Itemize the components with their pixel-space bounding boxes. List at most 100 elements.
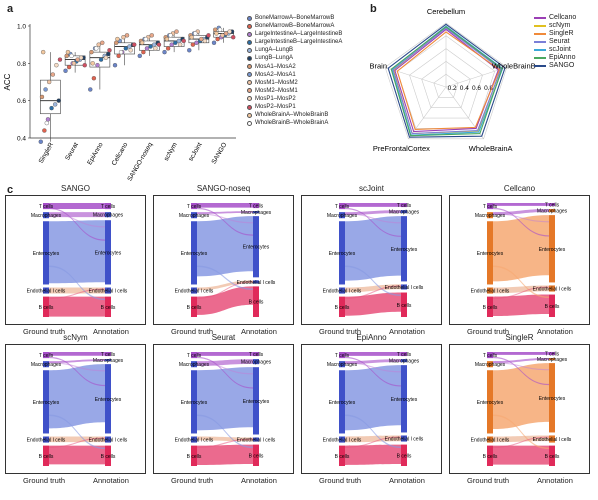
data-point [114, 40, 119, 45]
sankey-node-right [105, 445, 111, 466]
sankey-footer-ground-truth: Ground truth [319, 327, 362, 336]
sankey-frame [5, 344, 146, 474]
radar-tick-label: 0.6 [472, 85, 481, 92]
legend-dot [247, 72, 252, 78]
sankey-flow [493, 286, 549, 299]
sankey-node-right [401, 444, 407, 466]
radar-axis-label: WholeBrainA [469, 144, 513, 153]
sankey-node-label: B cells [249, 453, 264, 459]
legend-item: LungB–LungA [247, 54, 342, 62]
sankey-node-label: Enterocytes [539, 247, 566, 253]
data-point [128, 48, 133, 53]
legend-dot [247, 96, 252, 102]
radar-legend: Cellcano scNym SingleR Seurat scJoint EpiAnno… [534, 14, 576, 70]
legend-label: LungB–LungA [255, 55, 294, 62]
sankey-panel: scJoint T cells T cells Macrophages Macropha… [301, 184, 442, 342]
legend-item: MosP1–MosP2 [247, 95, 342, 103]
legend-label: BoneMarrowB–BoneMarrowA [255, 23, 335, 30]
legend-label: BoneMarrowA–BoneMarrowB [255, 15, 335, 21]
sankey-node-right [401, 292, 407, 317]
sankey-node-label: Enterocytes [329, 251, 356, 257]
data-point [189, 35, 194, 40]
sankey-node-label: T cells [483, 353, 498, 359]
sankey-flow [49, 356, 105, 387]
sankey-flow [345, 414, 401, 449]
sankey-flow [345, 444, 401, 465]
sankey-node-left [191, 296, 197, 317]
sankey-node-label: Endothelial l cells [471, 289, 510, 295]
sankey-node-right [253, 216, 259, 278]
sankey-node-left [487, 221, 493, 285]
sankey-node-label: B cells [545, 454, 560, 460]
legend-label: MosP2–MosP1 [255, 104, 296, 111]
data-point [94, 46, 99, 51]
data-point [231, 35, 236, 40]
sankey-node-label: Enterocytes [391, 397, 418, 403]
sankey-node-left [43, 352, 49, 359]
sankey-flow [345, 203, 401, 207]
sankey-footer-annotation: Annotation [389, 476, 425, 485]
radar-series [396, 31, 501, 131]
sankey-node-label: T cells [101, 352, 116, 358]
sankey-node-left [43, 287, 49, 294]
sankey-node-label: B cells [483, 305, 498, 311]
legend-dot [247, 47, 252, 53]
radar-tick-label: 0.2 [448, 85, 457, 92]
sankey-frame [301, 344, 442, 474]
legend-item: MosM1–MosM2 [247, 79, 342, 87]
data-point [45, 117, 51, 122]
sankey-flow [49, 445, 105, 465]
sankey-node-label: B cells [187, 454, 202, 460]
data-point [82, 63, 87, 68]
sankey-footer-annotation: Annotation [537, 327, 573, 336]
sankey-node-left [339, 203, 345, 210]
sankey-flow [345, 359, 401, 365]
sankey-title: SANGO-noseq [196, 184, 251, 193]
sankey-node-left [487, 352, 493, 359]
legend-label: MosP1–MosP2 [255, 95, 296, 102]
legend-label: MosM2–MosM1 [255, 87, 298, 94]
sankey-frame [5, 195, 146, 325]
radar-grid [409, 48, 483, 119]
radar-legend-swatch [534, 57, 546, 59]
data-point [118, 49, 124, 55]
sankey-node-left [487, 361, 493, 368]
data-point [174, 29, 179, 34]
data-point [40, 49, 46, 55]
sankey-flow [49, 265, 105, 301]
data-point [124, 33, 130, 38]
legend-dot [247, 112, 252, 118]
sankey-flow [197, 444, 253, 465]
sankey-node-label: Endothelial l cells [533, 437, 572, 443]
x-tick-label: SANGO-noseq [126, 141, 154, 182]
x-tick-label: scJoint [187, 141, 203, 162]
legend-item: WholeBrainA–WholeBrainB [247, 111, 342, 119]
data-point [220, 33, 225, 38]
radar-axis-label: Brain [370, 62, 388, 71]
data-point [95, 63, 100, 68]
sankey-flow [493, 215, 549, 282]
box-plot-chart: ACC 0.4 0.6 0.8 1.0 SingleR Seurat EpiAnno Cellc… [3, 24, 236, 183]
sankey-node-left [43, 212, 49, 219]
legend-dot [247, 88, 252, 94]
sankey-node-label: T cells [483, 204, 498, 210]
sankey-node-left [339, 370, 345, 434]
data-point [103, 55, 109, 60]
data-point [139, 40, 145, 45]
sankey-node-label: T cells [335, 204, 350, 210]
sankey-flow [49, 212, 105, 218]
sankey-node-label: Enterocytes [181, 251, 208, 257]
sankey-node-label: Endothelial l cells [323, 289, 362, 295]
sankey-footer-annotation: Annotation [389, 327, 425, 336]
radar-legend-label: SANGO [549, 62, 575, 69]
data-point [199, 36, 204, 42]
sankey-node-right [549, 285, 555, 292]
radar-axis-label: Cerebellum [427, 7, 465, 16]
radar-spoke [408, 86, 447, 139]
data-point [187, 48, 192, 53]
sankey-panel: SANGO T cells T cells Macrophages Macrophage… [5, 184, 146, 342]
data-point [193, 31, 198, 36]
sankey-footer-ground-truth: Ground truth [23, 327, 66, 336]
